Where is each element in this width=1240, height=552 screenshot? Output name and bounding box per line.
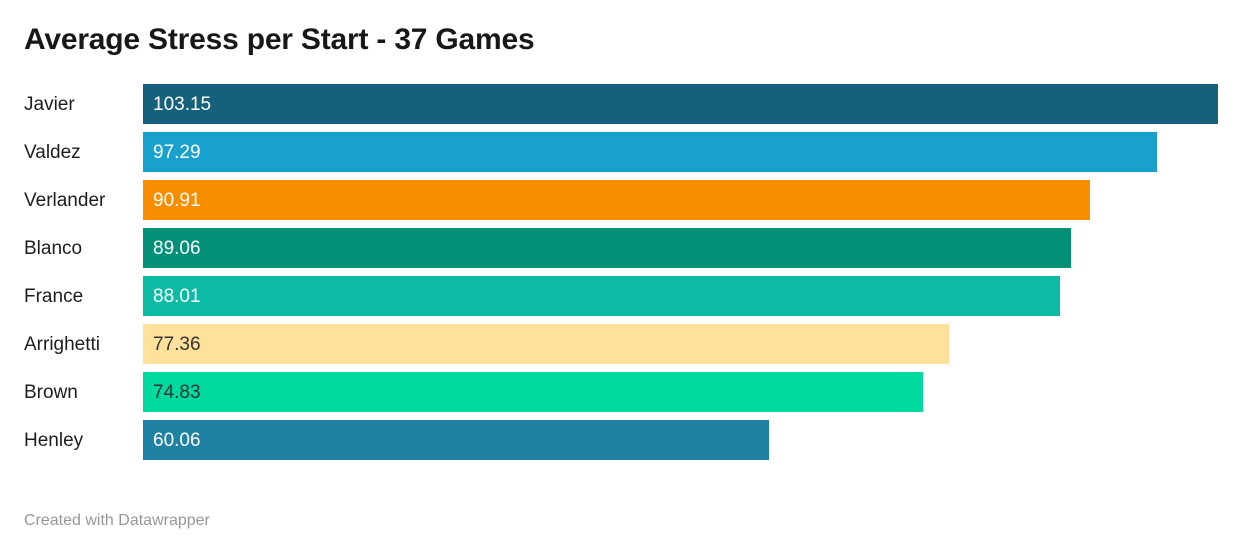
bar-category-label: Javier bbox=[24, 93, 75, 115]
bar-value-label: 103.15 bbox=[153, 93, 212, 115]
bar-track: 74.83 bbox=[143, 372, 1218, 412]
bar-value-label: 90.91 bbox=[153, 189, 201, 211]
bar-track: 90.91 bbox=[143, 180, 1218, 220]
bar-row: Blanco 89.06 bbox=[24, 228, 1218, 268]
bar-category-label: Arrighetti bbox=[24, 333, 101, 355]
bar: 77.36 bbox=[143, 324, 950, 364]
bar-track: 60.06 bbox=[143, 420, 1218, 460]
bar-row: Valdez 97.29 bbox=[24, 132, 1218, 172]
bar-value-label: 88.01 bbox=[153, 285, 201, 307]
bar-track: 77.36 bbox=[143, 324, 1218, 364]
bar-value-label: 77.36 bbox=[153, 333, 201, 355]
bar: 103.15 bbox=[143, 84, 1218, 124]
bar-row: France 88.01 bbox=[24, 276, 1218, 316]
bar-track: 89.06 bbox=[143, 228, 1218, 268]
bar-value-label: 89.06 bbox=[153, 237, 201, 259]
bar-category-label: France bbox=[24, 285, 84, 307]
bar-row: Brown 74.83 bbox=[24, 372, 1218, 412]
bar-category-label: Valdez bbox=[24, 141, 81, 163]
bar-value-label: 97.29 bbox=[153, 141, 201, 163]
bar: 89.06 bbox=[143, 228, 1072, 268]
bar-track: 97.29 bbox=[143, 132, 1218, 172]
bar-track: 88.01 bbox=[143, 276, 1218, 316]
chart-title: Average Stress per Start - 37 Games bbox=[24, 23, 535, 56]
bar: 74.83 bbox=[143, 372, 923, 412]
bar: 97.29 bbox=[143, 132, 1157, 172]
datawrapper-attribution-link[interactable]: Created with Datawrapper bbox=[24, 512, 210, 529]
bar-row: Verlander 90.91 bbox=[24, 180, 1218, 220]
bar-chart: Javier 103.15 Valdez 97.29 Verlander 90.… bbox=[24, 84, 1218, 460]
bar-row: Javier 103.15 bbox=[24, 84, 1218, 124]
bar-track: 103.15 bbox=[143, 84, 1218, 124]
bar: 90.91 bbox=[143, 180, 1091, 220]
bar-row: Henley 60.06 bbox=[24, 420, 1218, 460]
bar-category-label: Blanco bbox=[24, 237, 83, 259]
bar-value-label: 74.83 bbox=[153, 381, 201, 403]
bar-value-label: 60.06 bbox=[153, 429, 201, 451]
bar-category-label: Brown bbox=[24, 381, 78, 403]
bar-category-label: Henley bbox=[24, 429, 84, 451]
bar-row: Arrighetti 77.36 bbox=[24, 324, 1218, 364]
bar-category-label: Verlander bbox=[24, 189, 106, 211]
bar: 88.01 bbox=[143, 276, 1061, 316]
bar: 60.06 bbox=[143, 420, 769, 460]
